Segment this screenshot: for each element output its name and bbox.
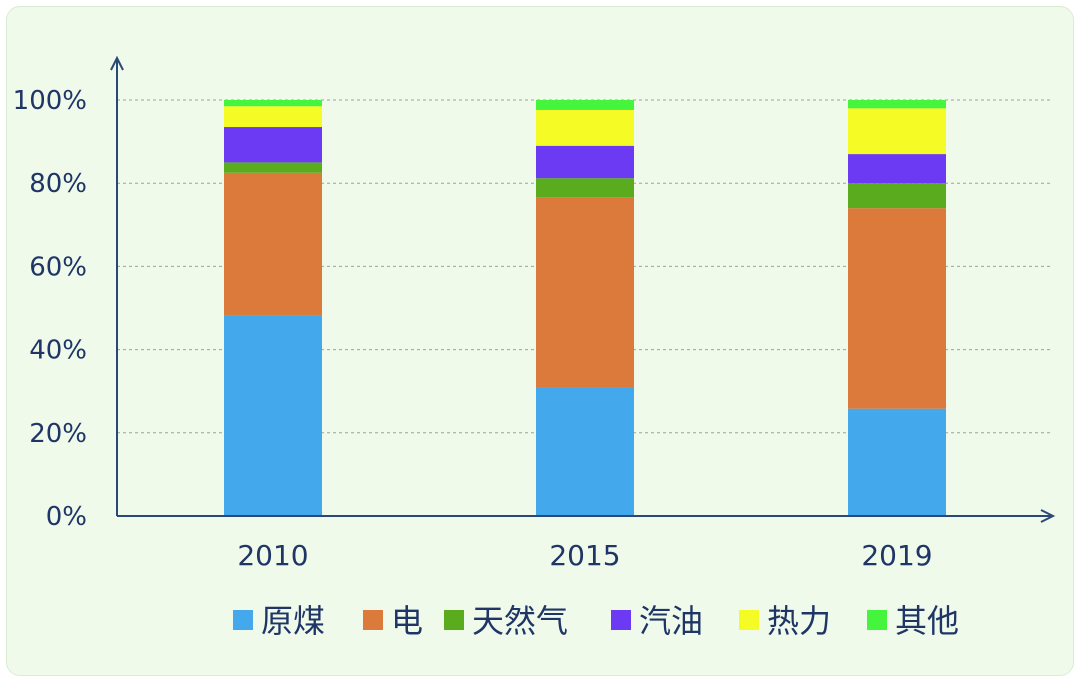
- legend-swatch: [444, 610, 464, 630]
- y-axis-arrow-icon: [110, 55, 124, 71]
- bar-segment-2010-0: [224, 315, 322, 516]
- y-tick-label: 40%: [29, 336, 87, 366]
- x-tick-label: 2015: [549, 539, 620, 572]
- bar-segment-2019-1: [848, 208, 946, 409]
- bar-segment-2015-2: [536, 178, 634, 198]
- bar-segment-2019-4: [848, 108, 946, 155]
- legend-swatch: [233, 610, 253, 630]
- bar-segment-2015-5: [536, 100, 634, 110]
- bar-segment-2019-2: [848, 183, 946, 209]
- legend-label: 其他: [895, 602, 959, 640]
- legend-label: 天然气: [472, 602, 568, 640]
- legend-swatch: [867, 610, 887, 630]
- x-tick-label: 2010: [237, 539, 308, 572]
- legend-swatch: [739, 610, 759, 630]
- x-axis-arrow-icon: [1040, 509, 1056, 523]
- bar-segment-2010-5: [224, 100, 322, 107]
- y-tick-label: 80%: [29, 169, 87, 199]
- legend-swatch: [363, 610, 383, 630]
- bar-segment-2019-0: [848, 408, 946, 516]
- bar-segment-2015-1: [536, 197, 634, 388]
- legend-label: 汽油: [639, 602, 703, 640]
- bar-segment-2019-5: [848, 100, 946, 109]
- legend: 原煤 电 天然气 汽油 热力 其他: [233, 602, 959, 640]
- bars: [224, 100, 946, 516]
- bar-segment-2015-3: [536, 145, 634, 179]
- axes: [110, 55, 1056, 523]
- legend-label: 原煤: [261, 602, 325, 640]
- bar-segment-2015-4: [536, 109, 634, 146]
- legend-swatch: [611, 610, 631, 630]
- legend-label: 热力: [767, 602, 831, 640]
- bar-segment-2015-0: [536, 387, 634, 516]
- y-tick-label: 20%: [29, 419, 87, 449]
- y-tick-labels: 0% 20% 40% 60% 80% 100%: [13, 86, 87, 532]
- bar-segment-2010-4: [224, 106, 322, 128]
- bar-segment-2010-1: [224, 172, 322, 316]
- bar-segment-2019-3: [848, 154, 946, 184]
- stacked-bar-chart: 0% 20% 40% 60% 80% 100% 2010 2015 2019 原煤 电 天然气 汽油…: [13, 55, 1056, 640]
- y-tick-label: 100%: [13, 86, 87, 116]
- legend-label: 电: [391, 602, 423, 640]
- y-tick-label: 60%: [29, 252, 87, 282]
- bar-segment-2010-2: [224, 162, 322, 173]
- chart-panel: 0% 20% 40% 60% 80% 100% 2010 2015 2019 原煤 电 天然气 汽油…: [6, 6, 1074, 676]
- bar-segment-2010-3: [224, 127, 322, 163]
- y-tick-label: 0%: [46, 502, 87, 532]
- x-tick-label: 2019: [861, 539, 932, 572]
- x-tick-labels: 2010 2015 2019: [237, 539, 932, 572]
